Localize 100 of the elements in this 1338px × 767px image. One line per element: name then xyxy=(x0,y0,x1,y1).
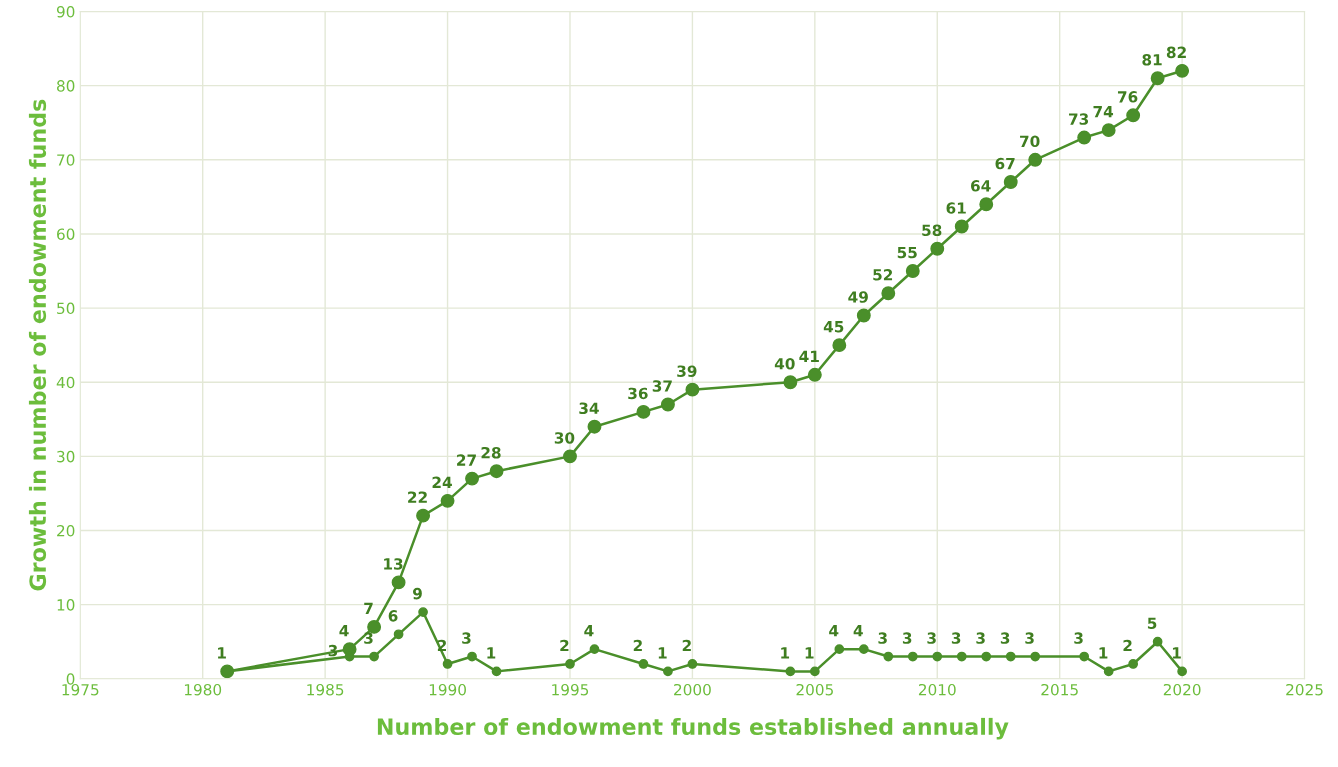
data-label: 41 xyxy=(799,350,819,362)
data-label: 3 xyxy=(878,632,887,644)
point xyxy=(858,644,869,654)
y-tick-label: 30 xyxy=(57,450,75,463)
point xyxy=(1152,636,1163,647)
data-label: 2 xyxy=(1123,639,1132,652)
y-axis-title: Growth in number of endowment funds xyxy=(28,99,47,591)
data-label: 4 xyxy=(829,625,839,637)
data-label: 4 xyxy=(339,625,349,637)
data-label: 70 xyxy=(1020,135,1040,148)
x-tick-label: 2000 xyxy=(674,683,711,696)
data-label: 30 xyxy=(554,432,575,444)
point xyxy=(832,338,847,353)
data-label: 61 xyxy=(946,202,966,214)
x-tick-label: 1985 xyxy=(307,683,344,696)
data-label: 3 xyxy=(976,632,985,644)
point xyxy=(638,659,649,669)
point xyxy=(491,666,502,677)
point xyxy=(1003,175,1018,189)
data-label: 58 xyxy=(922,224,942,237)
data-label: 27 xyxy=(457,454,476,466)
point xyxy=(663,666,673,677)
point xyxy=(687,659,698,669)
x-tick-label: 2025 xyxy=(1286,683,1323,696)
x-axis-title: Number of endowment funds established annually xyxy=(377,717,1009,740)
point xyxy=(587,419,602,434)
x-tick-label: 1990 xyxy=(429,683,466,696)
point xyxy=(1128,659,1139,669)
data-label: 3 xyxy=(951,632,961,644)
data-label: 3 xyxy=(1025,632,1034,644)
point xyxy=(905,264,920,278)
data-label: 22 xyxy=(408,491,427,503)
point xyxy=(1030,651,1041,662)
data-label: 37 xyxy=(652,380,672,392)
data-label: 40 xyxy=(774,357,795,370)
data-label: 64 xyxy=(971,180,991,192)
x-tick-label: 2015 xyxy=(1041,683,1078,696)
data-label: 81 xyxy=(1142,54,1162,66)
y-tick-label: 70 xyxy=(57,154,75,166)
point xyxy=(930,241,945,256)
point xyxy=(465,471,479,486)
point xyxy=(979,197,994,212)
point xyxy=(1103,666,1114,677)
point xyxy=(956,651,967,662)
point xyxy=(369,651,379,662)
point xyxy=(442,659,453,669)
data-label: 1 xyxy=(805,647,814,659)
data-label: 4 xyxy=(853,625,863,637)
data-label: 34 xyxy=(579,402,599,415)
point xyxy=(1077,130,1092,145)
point xyxy=(856,308,871,323)
data-label: 4 xyxy=(584,625,594,637)
data-label: 36 xyxy=(628,387,648,400)
point xyxy=(785,666,796,677)
point xyxy=(418,607,428,617)
data-label: 55 xyxy=(897,246,917,259)
data-label: 6 xyxy=(388,610,398,622)
y-tick-label: 90 xyxy=(56,5,75,18)
data-label: 1 xyxy=(1099,647,1108,659)
point xyxy=(440,493,455,508)
data-label: 3 xyxy=(902,632,912,644)
data-label: 3 xyxy=(1000,632,1010,644)
data-label: 2 xyxy=(560,639,569,652)
point xyxy=(1101,123,1116,138)
data-label: 24 xyxy=(432,476,452,488)
x-tick-label: 2020 xyxy=(1163,683,1201,696)
point xyxy=(467,651,477,662)
point xyxy=(809,666,820,677)
y-tick-label: 80 xyxy=(57,80,75,92)
data-label: 49 xyxy=(848,291,868,303)
data-label: 13 xyxy=(384,558,403,570)
point xyxy=(636,404,651,419)
point xyxy=(783,375,798,390)
point xyxy=(660,397,675,412)
point xyxy=(954,219,969,234)
data-label: 3 xyxy=(462,632,471,644)
point xyxy=(391,575,406,590)
data-label: 1 xyxy=(218,647,226,659)
point xyxy=(1175,63,1190,78)
data-label: 3 xyxy=(364,632,373,644)
point xyxy=(981,651,992,662)
point xyxy=(807,367,822,382)
x-tick-label: 2005 xyxy=(796,683,833,696)
data-label: 67 xyxy=(995,157,1015,170)
data-label: 45 xyxy=(823,321,844,333)
data-label: 7 xyxy=(364,602,373,614)
data-label: 3 xyxy=(1074,632,1083,644)
data-label: 5 xyxy=(1147,617,1157,630)
data-label: 1 xyxy=(1172,647,1181,659)
point xyxy=(1079,651,1090,662)
point xyxy=(589,644,600,654)
y-tick-label: 50 xyxy=(57,302,75,315)
x-tick-label: 2010 xyxy=(918,683,956,696)
point xyxy=(881,286,896,301)
point xyxy=(1126,108,1141,123)
data-label: 1 xyxy=(781,647,790,659)
point xyxy=(393,629,404,640)
point xyxy=(565,659,575,669)
data-label: 3 xyxy=(927,632,936,644)
data-label: 2 xyxy=(633,639,642,652)
